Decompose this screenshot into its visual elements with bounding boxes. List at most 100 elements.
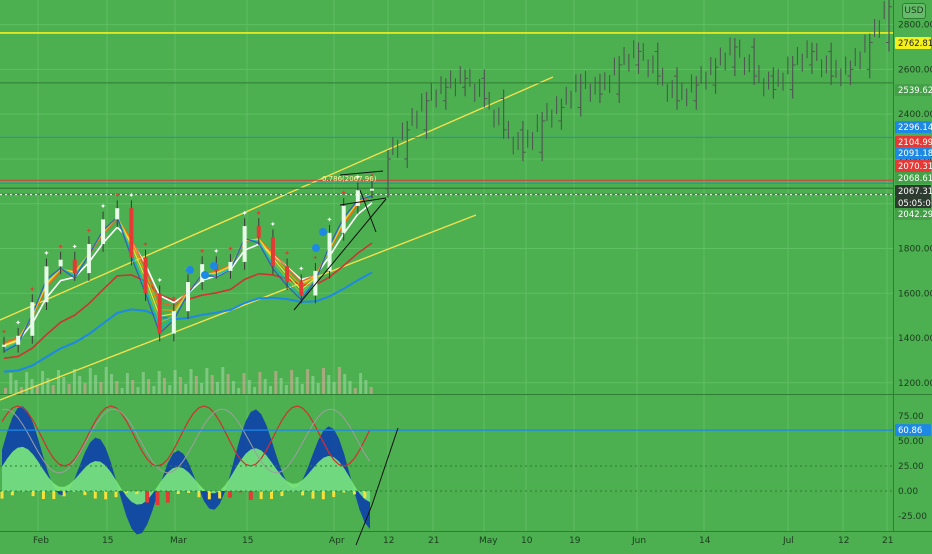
volume-bar xyxy=(142,372,145,394)
volume-bar xyxy=(333,382,336,394)
signal-marker: ✦ xyxy=(43,250,49,258)
candle-body xyxy=(144,257,148,293)
time-axis-tick: 14 xyxy=(699,536,711,546)
volume-bar xyxy=(20,387,23,394)
signal-marker: ✦ xyxy=(312,254,318,262)
volume-bar xyxy=(216,382,219,394)
candle-body xyxy=(129,208,133,257)
volume-bar xyxy=(301,384,304,394)
signal-dot xyxy=(210,262,218,270)
signal-marker: ✦ xyxy=(213,247,219,255)
volume-bar xyxy=(248,380,251,394)
volume-bar xyxy=(126,373,129,394)
signal-marker: ✦ xyxy=(256,209,262,217)
volume-bar xyxy=(174,370,177,394)
volume-bar xyxy=(152,386,155,394)
volume-bar xyxy=(311,376,314,394)
volume-bar xyxy=(84,383,87,394)
signal-marker: ✦ xyxy=(171,294,177,302)
oscillator-yellow-bar xyxy=(52,491,55,499)
volume-bar xyxy=(99,382,102,394)
volume-bar xyxy=(68,384,71,394)
time-axis-tick: 21 xyxy=(428,536,439,546)
currency-button[interactable]: USD xyxy=(902,3,926,19)
oscillator-yellow-bar xyxy=(83,491,86,495)
signal-marker: ✦ xyxy=(284,250,290,258)
candle-body xyxy=(370,189,374,191)
oscillator-red-bar xyxy=(145,491,149,503)
signal-marker: ✦ xyxy=(143,241,149,249)
signal-marker: ✦ xyxy=(72,243,78,251)
volume-bar xyxy=(338,367,341,394)
time-axis-tick: May xyxy=(479,536,498,546)
price-label-text: 2070.31 xyxy=(898,162,932,172)
candle-body xyxy=(87,244,91,273)
volume-bar xyxy=(343,374,346,394)
signal-marker: ✦ xyxy=(58,243,64,251)
time-axis-tick: 12 xyxy=(383,536,394,546)
candle-body xyxy=(342,206,346,233)
volume-bar xyxy=(327,375,330,394)
signal-marker: ✦ xyxy=(114,191,120,199)
signal-dot xyxy=(319,228,327,236)
signal-marker: ✦ xyxy=(100,203,106,211)
volume-bar xyxy=(296,377,299,394)
candle-body xyxy=(73,260,77,273)
candle-body xyxy=(243,226,247,262)
candle-body xyxy=(271,237,275,266)
price-label-text: 2296.14 xyxy=(898,123,932,133)
volume-bar xyxy=(168,385,171,394)
volume-bar xyxy=(306,369,309,394)
volume-bar xyxy=(137,387,140,394)
signal-dot xyxy=(201,271,209,279)
oscillator-yellow-bar xyxy=(187,491,190,493)
oscillator-yellow-bar xyxy=(363,491,366,498)
volume-bar xyxy=(94,375,97,394)
candle-body xyxy=(44,266,48,302)
price-label-text: 2042.29 xyxy=(898,210,932,220)
volume-bar xyxy=(190,369,193,394)
volume-bar xyxy=(243,373,246,394)
signal-dot xyxy=(312,244,320,252)
oscillator-axis-tick: 25.00 xyxy=(898,462,924,472)
volume-bar xyxy=(131,380,134,394)
signal-marker: ✦ xyxy=(15,319,21,327)
time-axis-tick: 15 xyxy=(102,536,113,546)
volume-bar xyxy=(237,388,240,394)
volume-bar xyxy=(285,385,288,394)
volume-bar xyxy=(349,381,352,394)
volume-bar xyxy=(105,367,108,394)
volume-bar xyxy=(4,388,7,394)
oscillator-yellow-bar xyxy=(104,491,107,499)
oscillator-yellow-bar xyxy=(208,491,211,499)
signal-marker: ✦ xyxy=(270,220,276,228)
time-axis-tick: 19 xyxy=(569,536,581,546)
signal-marker: ✦ xyxy=(199,247,205,255)
volume-bar xyxy=(73,369,76,394)
volume-bar xyxy=(15,380,18,394)
time-axis-tick: 15 xyxy=(242,536,253,546)
volume-bar xyxy=(211,375,214,394)
signal-marker: ✦ xyxy=(86,227,92,235)
signal-marker: ✦ xyxy=(227,245,233,253)
signal-marker: ✦ xyxy=(157,276,163,284)
oscillator-axis-tick: 50.00 xyxy=(898,437,924,447)
candle-body xyxy=(257,226,261,237)
candle-body xyxy=(285,266,289,282)
oscillator-yellow-bar xyxy=(311,491,314,499)
time-axis-tick: 21 xyxy=(882,536,893,546)
candle-body xyxy=(299,282,303,295)
oscillator-yellow-bar xyxy=(280,491,283,496)
oscillator-yellow-bar xyxy=(11,491,14,495)
signal-marker: ✦ xyxy=(298,265,304,273)
volume-bar xyxy=(253,387,256,394)
volume-bar xyxy=(364,380,367,394)
time-axis-tick: Apr xyxy=(329,536,345,546)
volume-bar xyxy=(264,379,267,394)
signal-marker: ✦ xyxy=(341,189,347,197)
volume-bar xyxy=(179,377,182,394)
volume-bar xyxy=(269,386,272,394)
time-axis-tick: Jun xyxy=(631,536,646,546)
